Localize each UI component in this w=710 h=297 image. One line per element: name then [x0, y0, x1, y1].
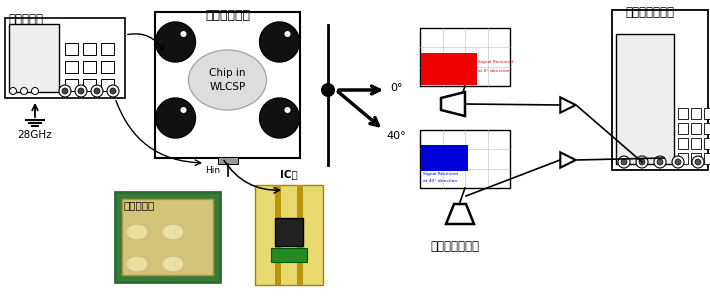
Text: 28GHz: 28GHz: [18, 130, 53, 140]
Bar: [101, 43, 114, 55]
Circle shape: [180, 31, 187, 37]
Bar: [704, 108, 710, 119]
Text: 信号発生器: 信号発生器: [8, 13, 43, 26]
Circle shape: [9, 88, 16, 94]
Bar: [691, 138, 701, 149]
Text: at 40° direction: at 40° direction: [423, 179, 457, 183]
Bar: [421, 145, 468, 170]
Bar: [612, 10, 708, 170]
Bar: [83, 61, 96, 73]
Circle shape: [675, 159, 681, 165]
Polygon shape: [446, 204, 474, 224]
Bar: [704, 138, 710, 149]
Text: 40°: 40°: [386, 131, 406, 141]
Text: テストボード: テストボード: [205, 9, 250, 22]
Ellipse shape: [188, 50, 266, 110]
Bar: [691, 123, 701, 134]
Bar: [255, 185, 323, 285]
Bar: [65, 79, 78, 91]
Bar: [616, 34, 674, 164]
Circle shape: [285, 31, 290, 37]
Circle shape: [285, 107, 290, 113]
Bar: [83, 43, 96, 55]
Circle shape: [21, 88, 28, 94]
Bar: [65, 43, 78, 55]
Circle shape: [672, 156, 684, 168]
Bar: [155, 12, 300, 158]
Circle shape: [59, 85, 71, 97]
Bar: [275, 218, 303, 246]
Bar: [83, 79, 96, 91]
Bar: [115, 192, 220, 282]
Bar: [691, 108, 701, 119]
Bar: [297, 185, 303, 285]
Bar: [704, 153, 710, 164]
Bar: [101, 61, 114, 73]
Circle shape: [107, 85, 119, 97]
Ellipse shape: [126, 224, 148, 240]
Text: ホーンアンテナ: ホーンアンテナ: [430, 240, 479, 253]
Text: Chip in: Chip in: [209, 68, 246, 78]
Text: IC面: IC面: [280, 169, 298, 179]
Circle shape: [78, 88, 84, 94]
Ellipse shape: [126, 256, 148, 272]
Text: アンテナ面: アンテナ面: [123, 200, 154, 210]
Circle shape: [155, 98, 195, 138]
Text: オシロスコープ: オシロスコープ: [626, 6, 674, 19]
Circle shape: [657, 159, 663, 165]
Polygon shape: [441, 92, 465, 116]
Circle shape: [259, 22, 300, 62]
Bar: [678, 123, 688, 134]
Text: Signal Received: Signal Received: [423, 172, 458, 176]
Circle shape: [695, 159, 701, 165]
Circle shape: [75, 85, 87, 97]
Circle shape: [618, 156, 630, 168]
Circle shape: [692, 156, 704, 168]
Circle shape: [31, 88, 38, 94]
Bar: [678, 138, 688, 149]
Bar: [122, 199, 213, 275]
Circle shape: [259, 98, 300, 138]
Bar: [678, 153, 688, 164]
Circle shape: [636, 156, 648, 168]
Text: Signal Received: Signal Received: [479, 60, 513, 64]
Circle shape: [155, 22, 195, 62]
Ellipse shape: [162, 224, 184, 240]
Ellipse shape: [162, 256, 184, 272]
Bar: [678, 108, 688, 119]
Circle shape: [654, 156, 666, 168]
Bar: [275, 185, 281, 285]
Bar: [9, 24, 59, 92]
Circle shape: [621, 159, 627, 165]
Bar: [271, 248, 307, 262]
Bar: [5, 18, 125, 98]
Circle shape: [180, 107, 187, 113]
Bar: [691, 153, 701, 164]
Bar: [704, 123, 710, 134]
Circle shape: [321, 83, 335, 97]
Circle shape: [62, 88, 68, 94]
Bar: [420, 130, 510, 188]
Polygon shape: [560, 97, 576, 113]
Circle shape: [94, 88, 100, 94]
Circle shape: [110, 88, 116, 94]
Polygon shape: [560, 152, 576, 168]
Bar: [421, 53, 477, 85]
Text: Hin: Hin: [205, 166, 221, 175]
Text: at 0° direction: at 0° direction: [479, 69, 510, 72]
Bar: [217, 157, 238, 164]
Circle shape: [639, 159, 645, 165]
Bar: [65, 61, 78, 73]
Text: 0°: 0°: [390, 83, 403, 93]
Circle shape: [91, 85, 103, 97]
Bar: [101, 79, 114, 91]
Text: WLCSP: WLCSP: [209, 82, 246, 92]
Bar: [420, 28, 510, 86]
